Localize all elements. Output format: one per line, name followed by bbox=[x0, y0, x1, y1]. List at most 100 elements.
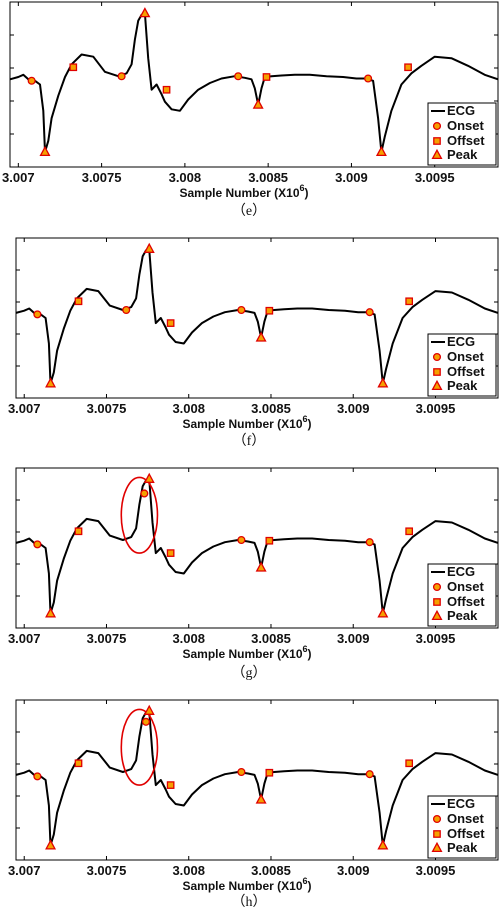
panel-g-x-tick-label: 3.0075 bbox=[87, 631, 127, 646]
panel-e-legend-label: Peak bbox=[447, 147, 478, 162]
panel-e-legend-peak-swatch bbox=[431, 148, 443, 160]
panel-h: 3.007 3.0075 3.008 3.0085 3.009 3.0095 Sample … bbox=[8, 699, 499, 910]
panel-f-offset-marker bbox=[265, 306, 274, 315]
panel-g-offset-marker bbox=[74, 527, 83, 536]
panel-g-legend-label: Peak bbox=[447, 608, 478, 623]
panel-e-offset-marker bbox=[404, 63, 412, 72]
panel-e-peak-marker bbox=[39, 145, 51, 157]
panel-g-onset-marker bbox=[33, 540, 42, 549]
panel-h-offset-marker bbox=[74, 759, 83, 768]
panel-h-offset-marker bbox=[405, 759, 414, 768]
panel-g-legend-peak-swatch bbox=[431, 609, 443, 621]
panel-h-offset-marker bbox=[166, 781, 175, 789]
panel-h-legend-peak-swatch bbox=[431, 841, 443, 853]
panel-e: 3.007 3.0075 3.008 3.0085 3.009 3.0095 Sample … bbox=[2, 1, 499, 219]
panel-f-onset-marker bbox=[122, 305, 131, 315]
panel-h-legend-label: Offset bbox=[447, 826, 485, 841]
panel-e-legend-label: ECG bbox=[447, 103, 475, 118]
panel-e-peak-marker bbox=[139, 7, 151, 18]
panel-e-legend-offset-swatch bbox=[433, 137, 441, 145]
panel-h-legend-label: ECG bbox=[447, 796, 475, 811]
panel-f-x-tick-label: 3.0085 bbox=[251, 401, 291, 416]
panel-g-onset-marker bbox=[140, 489, 149, 498]
panel-h-peak-marker bbox=[377, 839, 389, 850]
panel-g-peak-marker bbox=[255, 561, 267, 572]
panel-h-onset-marker bbox=[33, 772, 42, 781]
panel-h-x-tick-label: 3.008 bbox=[172, 863, 205, 878]
panel-e-legend-box bbox=[427, 102, 497, 166]
panel-g-offset-marker bbox=[265, 536, 274, 545]
panel-h-legend-offset-swatch bbox=[433, 830, 441, 838]
panel-f-x-tick-label: 3.009 bbox=[337, 401, 370, 416]
panel-h-caption: （h） bbox=[232, 894, 267, 910]
panel-g-onset-marker bbox=[365, 538, 374, 547]
panel-e-offset-marker bbox=[69, 63, 78, 72]
panel-f: 3.007 3.0075 3.008 3.0085 3.009 3.0095 Sample … bbox=[8, 237, 499, 449]
panel-g-x-tick-label: 3.0095 bbox=[416, 631, 456, 646]
panel-f-peak-marker bbox=[255, 331, 267, 342]
panel-f-peak-marker bbox=[45, 377, 57, 388]
panel-f-legend-label: Offset bbox=[447, 364, 485, 379]
panel-h-legend-onset-swatch bbox=[432, 814, 442, 824]
panel-e-caption: （e） bbox=[232, 203, 266, 219]
panel-f-ecg-line bbox=[15, 247, 499, 385]
panel-e-legend-label: Offset bbox=[447, 133, 485, 148]
panel-f-peak-marker bbox=[377, 377, 389, 388]
panel-h-peak-marker bbox=[143, 704, 155, 715]
panel-h-peak-marker bbox=[255, 793, 267, 804]
panel-h-onset-marker bbox=[237, 767, 246, 777]
panel-g-peak-marker bbox=[45, 607, 57, 618]
panel-g-legend-label: Onset bbox=[447, 579, 485, 594]
panel-h-onset-marker bbox=[141, 717, 151, 726]
panel-g-ecg-line bbox=[15, 477, 499, 615]
panel-f-x-tick-label: 3.0095 bbox=[416, 401, 456, 416]
panel-g-offset-marker bbox=[405, 527, 414, 536]
panel-f-onset-marker bbox=[237, 305, 246, 315]
panel-h-highlight-ellipse bbox=[120, 708, 159, 786]
panel-f-x-tick-label: 3.008 bbox=[172, 401, 205, 416]
panel-e-x-tick-label: 3.0085 bbox=[248, 170, 288, 185]
panel-h-x-tick-label: 3.009 bbox=[337, 863, 370, 878]
panel-e-x-tick-label: 3.007 bbox=[2, 170, 35, 185]
panel-e-peak-marker bbox=[252, 98, 264, 109]
panel-g-x-tick-label: 3.007 bbox=[8, 631, 41, 646]
panel-f-offset-marker bbox=[166, 319, 175, 327]
panel-f-legend-offset-swatch bbox=[433, 368, 441, 376]
panel-h-x-tick-label: 3.0085 bbox=[251, 863, 291, 878]
panel-f-onset-marker bbox=[33, 310, 42, 319]
panel-g-onset-marker bbox=[237, 535, 246, 545]
panel-h-legend-label: Peak bbox=[447, 840, 478, 855]
panel-f-x-tick-label: 3.007 bbox=[8, 401, 41, 416]
panel-f-caption: （f） bbox=[233, 433, 266, 449]
panel-h-x-tick-label: 3.007 bbox=[8, 863, 41, 878]
panel-g-legend-onset-swatch bbox=[432, 582, 442, 592]
panel-h-x-tick-label: 3.0095 bbox=[416, 863, 456, 878]
panel-g-legend-label: ECG bbox=[447, 564, 475, 579]
panel-h-peak-marker bbox=[45, 839, 57, 850]
panel-f-x-axis-label: Sample Number (X106) bbox=[182, 414, 311, 431]
panel-g-legend-label: Offset bbox=[447, 594, 485, 609]
panel-h-legend-label: Onset bbox=[447, 811, 485, 826]
panel-h-x-tick-label: 3.0075 bbox=[87, 863, 127, 878]
panel-f-peak-marker bbox=[143, 242, 155, 253]
panel-e-onset-marker bbox=[364, 74, 373, 83]
panel-e-legend-label: Onset bbox=[447, 118, 485, 133]
panel-e-ecg-line bbox=[9, 12, 499, 153]
panel-e-x-tick-label: 3.009 bbox=[335, 170, 368, 185]
panel-f-onset-marker bbox=[365, 308, 374, 317]
panel-e-onset-marker bbox=[234, 72, 243, 81]
panel-f-legend-label: ECG bbox=[447, 334, 475, 349]
panel-f-offset-marker bbox=[405, 297, 414, 306]
panel-e-x-axis-label: Sample Number (X106) bbox=[179, 183, 308, 200]
panel-e-offset-marker bbox=[262, 73, 271, 81]
panel-g-peak-marker bbox=[143, 472, 155, 483]
panel-g-x-axis-label: Sample Number (X106) bbox=[182, 644, 311, 661]
panel-e-onset-marker bbox=[27, 76, 36, 85]
panel-e-onset-marker bbox=[117, 72, 126, 81]
panel-f-legend-onset-swatch bbox=[432, 352, 442, 362]
panel-f-x-tick-label: 3.0075 bbox=[87, 401, 127, 416]
panel-g-x-tick-label: 3.0085 bbox=[251, 631, 291, 646]
panel-g-highlight-ellipse bbox=[120, 476, 159, 554]
panel-e-offset-marker bbox=[162, 85, 171, 94]
